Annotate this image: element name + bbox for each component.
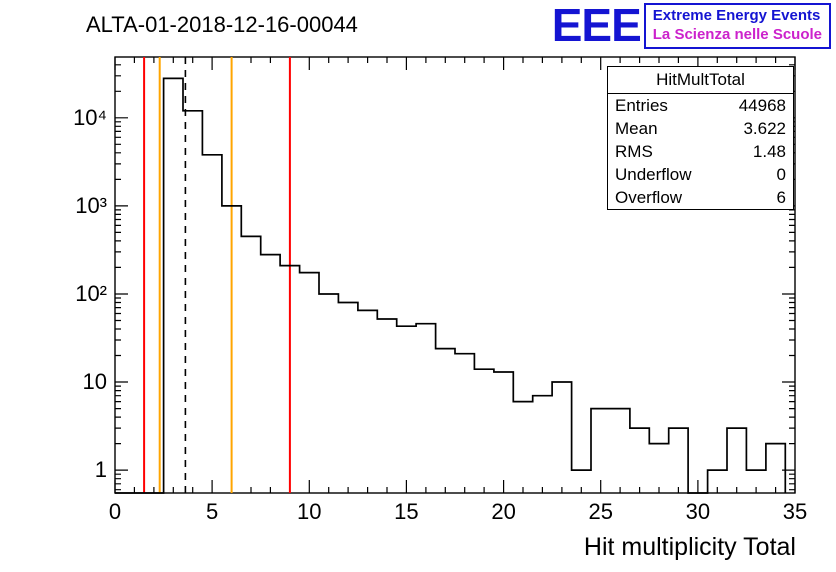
stats-row-underflow: Underflow 0 xyxy=(608,163,793,186)
x-axis-title: Hit multiplicity Total xyxy=(583,533,796,561)
histogram-line xyxy=(115,77,787,494)
stats-box-title: HitMultTotal xyxy=(608,67,793,94)
eee-logo-acronym: EEE xyxy=(551,0,642,52)
eee-logo-box: Extreme Energy Events La Scienza nelle S… xyxy=(643,3,831,49)
x-tick-label: 15 xyxy=(394,499,418,524)
plot-frame xyxy=(114,56,796,494)
stats-value: 44968 xyxy=(738,96,786,115)
stats-value: 0 xyxy=(776,165,786,184)
stats-label: Underflow xyxy=(615,165,692,184)
x-tick-label: 35 xyxy=(783,499,807,524)
stats-value: 1.48 xyxy=(752,142,786,161)
stats-label: RMS xyxy=(615,142,653,161)
y-tick-label: 10 xyxy=(83,369,107,394)
eee-logo-line2: La Scienza nelle Scuole xyxy=(652,26,822,43)
y-tick-label: 10³ xyxy=(75,193,107,218)
stats-row-rms: RMS 1.48 xyxy=(608,140,793,163)
stats-row-mean: Mean 3.622 xyxy=(608,117,793,140)
y-tick-label: 1 xyxy=(95,457,107,482)
plot-title: ALTA-01-2018-12-16-00044 xyxy=(86,12,358,37)
stats-value: 6 xyxy=(776,188,786,207)
x-tick-label: 10 xyxy=(297,499,321,524)
axis-ticks xyxy=(114,57,796,493)
stats-label: Overflow xyxy=(615,188,683,207)
stats-box: HitMultTotal Entries 44968 Mean 3.622 RM… xyxy=(607,66,794,210)
y-tick-label: 10² xyxy=(75,281,107,306)
eee-logo-line1: Extreme Energy Events xyxy=(652,7,821,24)
y-tick-label: 10⁴ xyxy=(73,105,107,130)
x-tick-label: 5 xyxy=(206,499,218,524)
stats-row-overflow: Overflow 6 xyxy=(608,186,793,209)
eee-logo: EEE Extreme Energy Events La Scienza nel… xyxy=(551,0,831,52)
x-tick-label: 20 xyxy=(491,499,515,524)
stats-label: Entries xyxy=(615,96,668,115)
x-tick-label: 30 xyxy=(686,499,710,524)
x-tick-label: 25 xyxy=(588,499,612,524)
stats-value: 3.622 xyxy=(743,119,786,138)
stats-row-entries: Entries 44968 xyxy=(608,94,793,117)
x-tick-label: 0 xyxy=(109,499,121,524)
stats-label: Mean xyxy=(615,119,658,138)
